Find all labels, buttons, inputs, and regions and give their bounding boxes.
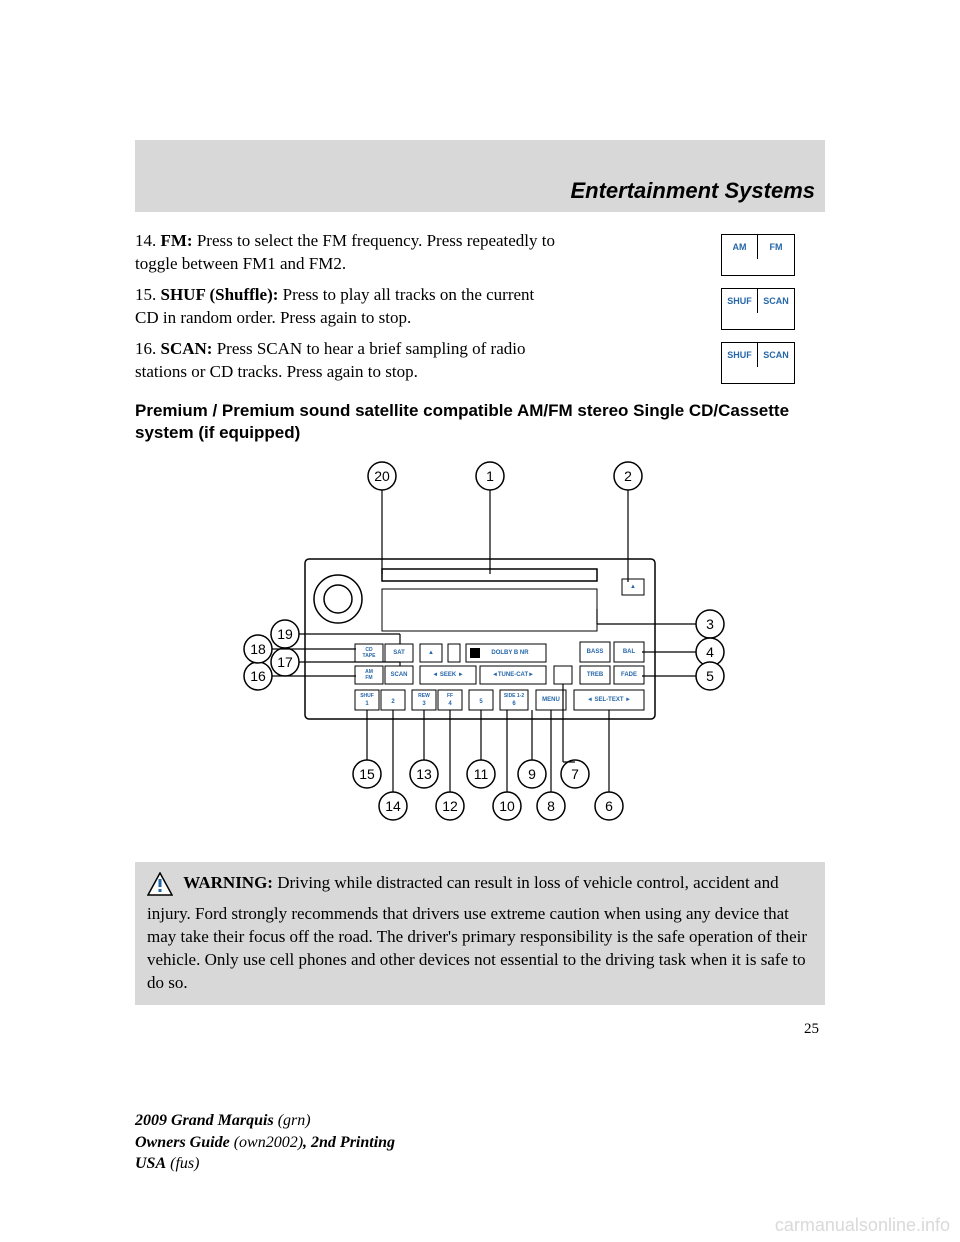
svg-text:SIDE 1-2: SIDE 1-2 <box>504 693 525 699</box>
header-bar: Entertainment Systems <box>135 140 825 212</box>
item-label: SCAN: <box>161 339 213 358</box>
svg-text:13: 13 <box>416 766 432 782</box>
item-label: SHUF (Shuffle): <box>161 285 279 304</box>
scan-label: SCAN <box>758 343 794 367</box>
svg-text:7: 7 <box>571 766 579 782</box>
svg-text:TREB: TREB <box>587 672 604 678</box>
footer: 2009 Grand Marquis (grn) Owners Guide (o… <box>135 1110 395 1175</box>
footer-guide: Owners Guide <box>135 1134 230 1151</box>
am-label: AM <box>722 235 758 259</box>
item-15-row: 15. SHUF (Shuffle): Press to play all tr… <box>135 284 825 330</box>
scan-label: SCAN <box>758 289 794 313</box>
svg-text:MENU: MENU <box>542 697 560 703</box>
svg-text:SHUF: SHUF <box>360 693 374 699</box>
page-content: Entertainment Systems 14. FM: Press to s… <box>135 140 825 1038</box>
item-label: FM: <box>161 231 193 250</box>
svg-text:10: 10 <box>499 798 515 814</box>
svg-text:SAT: SAT <box>393 650 405 656</box>
svg-text:FADE: FADE <box>621 672 637 678</box>
svg-text:12: 12 <box>442 798 458 814</box>
svg-text:19: 19 <box>277 626 293 642</box>
fm-label: FM <box>758 235 794 259</box>
svg-text:◄ SEL-TEXT ►: ◄ SEL-TEXT ► <box>587 697 631 703</box>
svg-text:▲: ▲ <box>428 650 434 656</box>
am-fm-button: AM FM <box>721 234 795 276</box>
section-header: Entertainment Systems <box>570 178 815 204</box>
svg-text:FF: FF <box>447 693 453 699</box>
svg-text:6: 6 <box>605 798 613 814</box>
svg-text:20: 20 <box>374 468 390 484</box>
radio-diagram: ▲ CD TAPE SAT ▲ DOLBY B NR BASS BAL AM <box>135 454 825 844</box>
subsection-title: Premium / Premium sound satellite compat… <box>135 400 825 444</box>
svg-text:16: 16 <box>250 668 266 684</box>
shuf-label: SHUF <box>722 343 758 367</box>
svg-text:BASS: BASS <box>587 649 604 655</box>
svg-text:1: 1 <box>486 468 494 484</box>
svg-text:REW: REW <box>418 693 430 699</box>
item-16-row: 16. SCAN: Press SCAN to hear a brief sam… <box>135 338 825 384</box>
shuf-scan-button: SHUF SCAN <box>721 288 795 330</box>
page-number: 25 <box>135 1021 825 1038</box>
svg-text:◄TUNE-CAT►: ◄TUNE-CAT► <box>492 672 534 678</box>
item-16-text: 16. SCAN: Press SCAN to hear a brief sam… <box>135 338 555 384</box>
button-col: AM FM <box>555 230 825 276</box>
warning-label: WARNING: <box>183 873 273 892</box>
svg-text:8: 8 <box>547 798 555 814</box>
svg-text:3: 3 <box>706 616 714 632</box>
watermark: carmanualsonline.info <box>775 1215 950 1236</box>
button-col: SHUF SCAN <box>555 284 825 330</box>
svg-text:▲: ▲ <box>630 584 636 590</box>
svg-text:◄ SEEK ►: ◄ SEEK ► <box>432 672 464 678</box>
item-desc: Press to select the FM frequency. Press … <box>135 231 555 273</box>
item-num: 15. <box>135 285 156 304</box>
svg-text:15: 15 <box>359 766 375 782</box>
svg-text:9: 9 <box>528 766 536 782</box>
svg-text:11: 11 <box>474 766 489 782</box>
shuf-scan-button-2: SHUF SCAN <box>721 342 795 384</box>
footer-region-code: (fus) <box>166 1155 199 1172</box>
svg-text:18: 18 <box>250 641 266 657</box>
item-14-row: 14. FM: Press to select the FM frequency… <box>135 230 825 276</box>
svg-text:TAPE: TAPE <box>363 653 377 659</box>
svg-text:2: 2 <box>624 468 632 484</box>
warning-box: WARNING: Driving while distracted can re… <box>135 862 825 1005</box>
footer-region: USA <box>135 1155 166 1172</box>
svg-text:4: 4 <box>706 644 714 660</box>
item-14-text: 14. FM: Press to select the FM frequency… <box>135 230 555 276</box>
svg-text:SCAN: SCAN <box>390 672 407 678</box>
item-num: 16. <box>135 339 156 358</box>
svg-text:BAL: BAL <box>623 649 636 655</box>
svg-text:14: 14 <box>385 798 401 814</box>
radio-svg: ▲ CD TAPE SAT ▲ DOLBY B NR BASS BAL AM <box>210 454 750 844</box>
button-col: SHUF SCAN <box>555 338 825 384</box>
footer-model: 2009 Grand Marquis <box>135 1112 274 1129</box>
svg-text:17: 17 <box>277 654 293 670</box>
footer-guide-code: (own2002) <box>230 1134 303 1151</box>
footer-code: (grn) <box>274 1112 311 1129</box>
item-15-text: 15. SHUF (Shuffle): Press to play all tr… <box>135 284 555 330</box>
warning-icon <box>147 872 173 903</box>
footer-printing: , 2nd Printing <box>303 1134 395 1151</box>
svg-text:FM: FM <box>365 675 372 681</box>
svg-text:DOLBY B NR: DOLBY B NR <box>491 650 529 656</box>
item-num: 14. <box>135 231 156 250</box>
svg-text:5: 5 <box>706 668 714 684</box>
shuf-label: SHUF <box>722 289 758 313</box>
